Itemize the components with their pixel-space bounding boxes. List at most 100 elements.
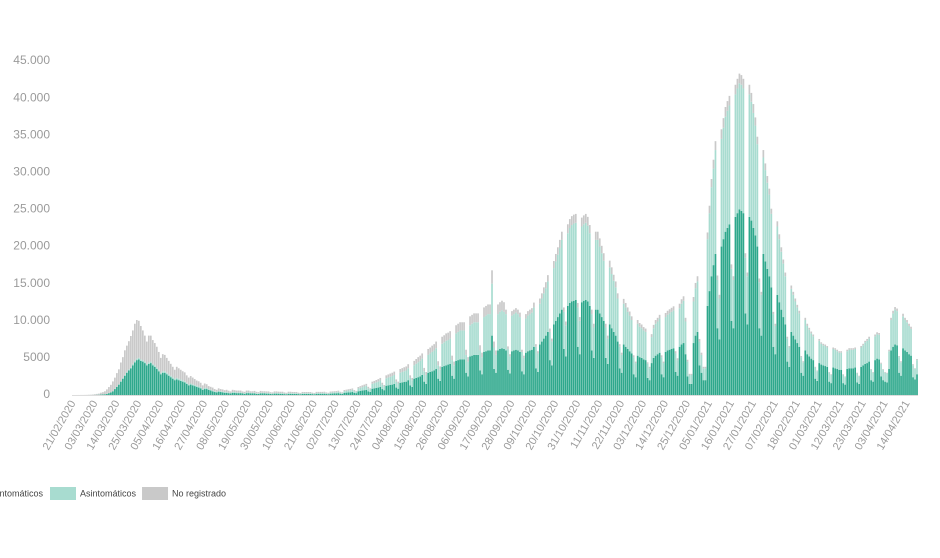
bar-segment — [746, 324, 749, 395]
bar-segment — [211, 387, 214, 391]
bar-segment — [132, 363, 134, 366]
bar-segment — [291, 393, 294, 395]
bar-segment — [810, 358, 813, 395]
bar-segment — [724, 116, 727, 232]
bar-segment — [776, 226, 779, 295]
bar-segment — [878, 333, 880, 335]
bar-segment — [754, 117, 757, 126]
bar-segment — [545, 282, 547, 289]
bar-segment — [692, 301, 695, 344]
y-tick-label: 15.000 — [13, 276, 50, 290]
bar-segment — [876, 358, 878, 395]
bar-segment — [363, 384, 366, 387]
bar-segment — [329, 393, 332, 395]
bar-segment — [796, 307, 799, 344]
bar-segment — [405, 366, 408, 371]
bar-segment — [828, 372, 831, 382]
bar-segment — [892, 346, 894, 395]
bar-segment — [167, 375, 170, 395]
bar-segment — [710, 179, 713, 188]
bar-segment — [365, 383, 368, 386]
y-tick-label: 35.000 — [13, 127, 50, 141]
bar-segment — [467, 361, 469, 377]
bar-segment — [259, 392, 262, 394]
bar-segment — [896, 308, 898, 312]
bar-segment — [862, 343, 864, 346]
bar-segment — [317, 391, 320, 393]
bar-segment — [882, 369, 884, 370]
bar-segment — [495, 354, 497, 373]
bar-segment — [904, 320, 906, 351]
bar-segment — [529, 309, 531, 315]
bar-segment — [916, 360, 918, 375]
bar-segment — [790, 331, 793, 395]
bar-segment — [333, 393, 336, 395]
bar-segment — [794, 298, 797, 302]
bar-segment — [551, 338, 553, 342]
bar-segment — [347, 390, 350, 393]
bar-segment — [171, 378, 174, 395]
bar-segment — [830, 374, 833, 384]
bar-segment — [519, 351, 521, 395]
bar-segment — [744, 257, 747, 314]
bar-segment — [722, 127, 725, 240]
bar-segment — [557, 247, 559, 255]
bar-segment — [716, 275, 719, 280]
bar-segment — [694, 282, 697, 289]
bar-segment — [710, 276, 713, 395]
bar-segment — [415, 363, 418, 378]
bar-segment — [854, 347, 856, 349]
bar-segment — [806, 354, 809, 395]
bar-segment — [287, 393, 290, 394]
bar-segment — [786, 361, 789, 395]
bar-segment — [626, 307, 629, 312]
bar-segment — [570, 225, 573, 302]
bar-segment — [293, 391, 296, 394]
bar-segment — [499, 302, 501, 312]
bar-segment — [616, 341, 619, 395]
bar-segment — [668, 349, 671, 395]
bar-segment — [331, 392, 334, 394]
bar-segment — [126, 372, 128, 395]
bar-segment — [219, 391, 222, 393]
bar-segment — [521, 349, 523, 352]
bar-segment — [379, 386, 382, 395]
bar-segment — [539, 298, 541, 304]
bar-segment — [742, 88, 745, 214]
bar-segment — [708, 205, 711, 214]
bar-segment — [267, 391, 270, 393]
bar-segment — [449, 363, 451, 395]
bar-segment — [251, 392, 254, 394]
bar-segment — [638, 326, 641, 358]
bar-segment — [824, 366, 827, 395]
bar-segment — [459, 322, 461, 331]
bar-segment — [381, 389, 384, 395]
bar-segment — [445, 340, 447, 366]
bar-segment — [379, 380, 382, 387]
bar-segment — [239, 393, 242, 395]
bar-segment — [112, 381, 114, 392]
bar-segment — [666, 310, 669, 315]
bar-segment — [469, 325, 471, 357]
bar-segment — [263, 392, 266, 394]
bar-segment — [551, 365, 553, 395]
bar-segment — [329, 392, 332, 394]
bar-segment — [163, 372, 166, 395]
bar-segment — [509, 354, 511, 357]
bar-segment — [501, 310, 503, 349]
bar-segment — [265, 392, 268, 394]
bar-segment — [295, 393, 298, 395]
bar-segment — [141, 330, 144, 361]
bar-segment — [644, 328, 647, 332]
bar-segment — [227, 393, 230, 395]
bar-segment — [738, 209, 741, 395]
bar-segment — [110, 384, 112, 393]
bar-segment — [688, 383, 691, 395]
bar-segment — [116, 386, 118, 395]
bar-segment — [341, 393, 344, 395]
bar-segment — [796, 304, 799, 308]
bar-segment — [574, 222, 577, 300]
bar-segment — [576, 302, 579, 308]
bar-segment — [838, 369, 841, 395]
bar-segment — [349, 390, 352, 393]
